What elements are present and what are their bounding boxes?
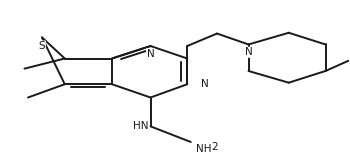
Text: HN: HN — [133, 121, 149, 131]
Text: S: S — [39, 41, 45, 51]
Text: N: N — [245, 47, 252, 57]
Text: 2: 2 — [211, 142, 218, 152]
Text: N: N — [147, 49, 154, 59]
Text: NH: NH — [196, 144, 211, 154]
Text: N: N — [201, 79, 208, 89]
